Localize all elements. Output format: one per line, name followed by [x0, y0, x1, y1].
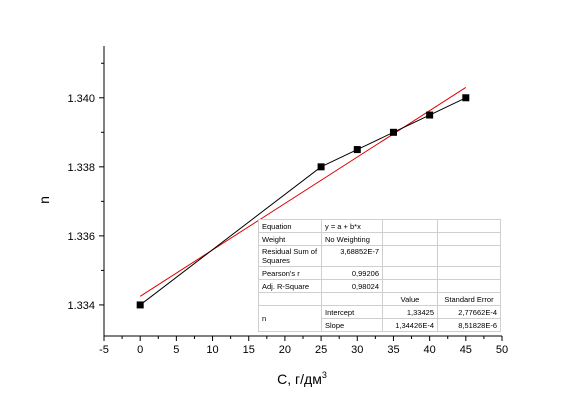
fit-results-table: Equation y = a + b*x Weight No Weighting…	[258, 219, 501, 332]
table-cell	[437, 219, 501, 233]
x-tick-label: 20	[279, 344, 291, 356]
table-cell	[382, 266, 438, 280]
data-point	[353, 146, 361, 154]
table-row: Pearson's r 0,99206	[258, 266, 501, 280]
x-tick-label: 0	[137, 344, 143, 356]
x-tick-label: 5	[173, 344, 179, 356]
table-row: n Intercept 1,33425 2,77662E-4	[258, 305, 501, 332]
table-header-cell: Value	[382, 292, 438, 306]
x-tick-label: 45	[460, 344, 472, 356]
table-cell: 0,99206	[321, 266, 383, 280]
y-tick-label: 1.336	[67, 231, 95, 243]
data-point	[136, 301, 144, 309]
x-tick-label: 40	[424, 344, 436, 356]
data-series	[136, 94, 470, 309]
table-row: Weight No Weighting	[258, 232, 501, 246]
x-tick-label: 50	[496, 344, 508, 356]
table-cell: Weight	[258, 232, 322, 246]
fit-line-group	[139, 87, 467, 297]
x-tick-label: 10	[206, 344, 218, 356]
table-cell: Intercept	[321, 305, 383, 319]
table-row: Slope 1,34426E-4 8,51828E-6	[259, 318, 501, 332]
series-line	[139, 97, 467, 306]
y-axis-title: n	[36, 196, 52, 204]
table-row: Adj. R-Square 0,98024	[258, 279, 501, 293]
table-cell: 8,51828E-6	[437, 318, 501, 332]
table-cell: n	[258, 305, 322, 332]
table-cell	[437, 245, 501, 267]
table-cell	[382, 232, 438, 246]
table-cell	[437, 232, 501, 246]
x-tick-label: 30	[351, 344, 363, 356]
table-row: Value Standard Error	[258, 292, 501, 306]
x-tick-label: 35	[387, 344, 399, 356]
table-cell	[437, 266, 501, 280]
x-tick-label: 15	[243, 344, 255, 356]
table-cell: Residual Sum of Squares	[258, 245, 322, 267]
table-cell	[437, 279, 501, 293]
table-row: Residual Sum of Squares 3,68852E-7	[258, 245, 501, 267]
table-cell: Adj. R-Square	[258, 279, 322, 293]
data-point	[317, 163, 325, 171]
table-cell	[258, 292, 322, 306]
y-tick-label: 1.334	[67, 300, 95, 312]
table-cell: 1,33425	[382, 305, 438, 319]
x-tick-label: 25	[315, 344, 327, 356]
table-cell: y = a + b*x	[321, 219, 383, 233]
axes: -5 0 5 10 15 20 25 30 35 40 45 50 1.334 1.336 1.338 1.3…	[67, 46, 508, 356]
table-cell: Equation	[258, 219, 322, 233]
table-cell	[321, 292, 383, 306]
table-cell: 3,68852E-7	[321, 245, 383, 267]
table-header-cell: Standard Error	[437, 292, 501, 306]
table-cell	[382, 219, 438, 233]
table-cell: 0,98024	[321, 279, 383, 293]
y-tick-label: 1.338	[67, 162, 95, 174]
x-axis-title: C, г/дм3	[277, 370, 327, 387]
table-cell: Pearson's r	[258, 266, 322, 280]
data-point	[389, 128, 397, 136]
table-cell: No Weighting	[321, 232, 383, 246]
data-point	[462, 94, 470, 102]
table-cell: 2,77662E-4	[437, 305, 501, 319]
x-tick-label: -5	[99, 344, 109, 356]
table-cell	[382, 245, 438, 267]
table-cell: 1,34426E-4	[382, 318, 438, 332]
table-cell	[382, 279, 438, 293]
data-point	[426, 111, 434, 119]
table-row: Equation y = a + b*x	[258, 219, 501, 233]
linear-fit-line	[139, 87, 467, 297]
table-cell: Slope	[321, 318, 383, 332]
y-tick-label: 1.340	[67, 93, 95, 105]
